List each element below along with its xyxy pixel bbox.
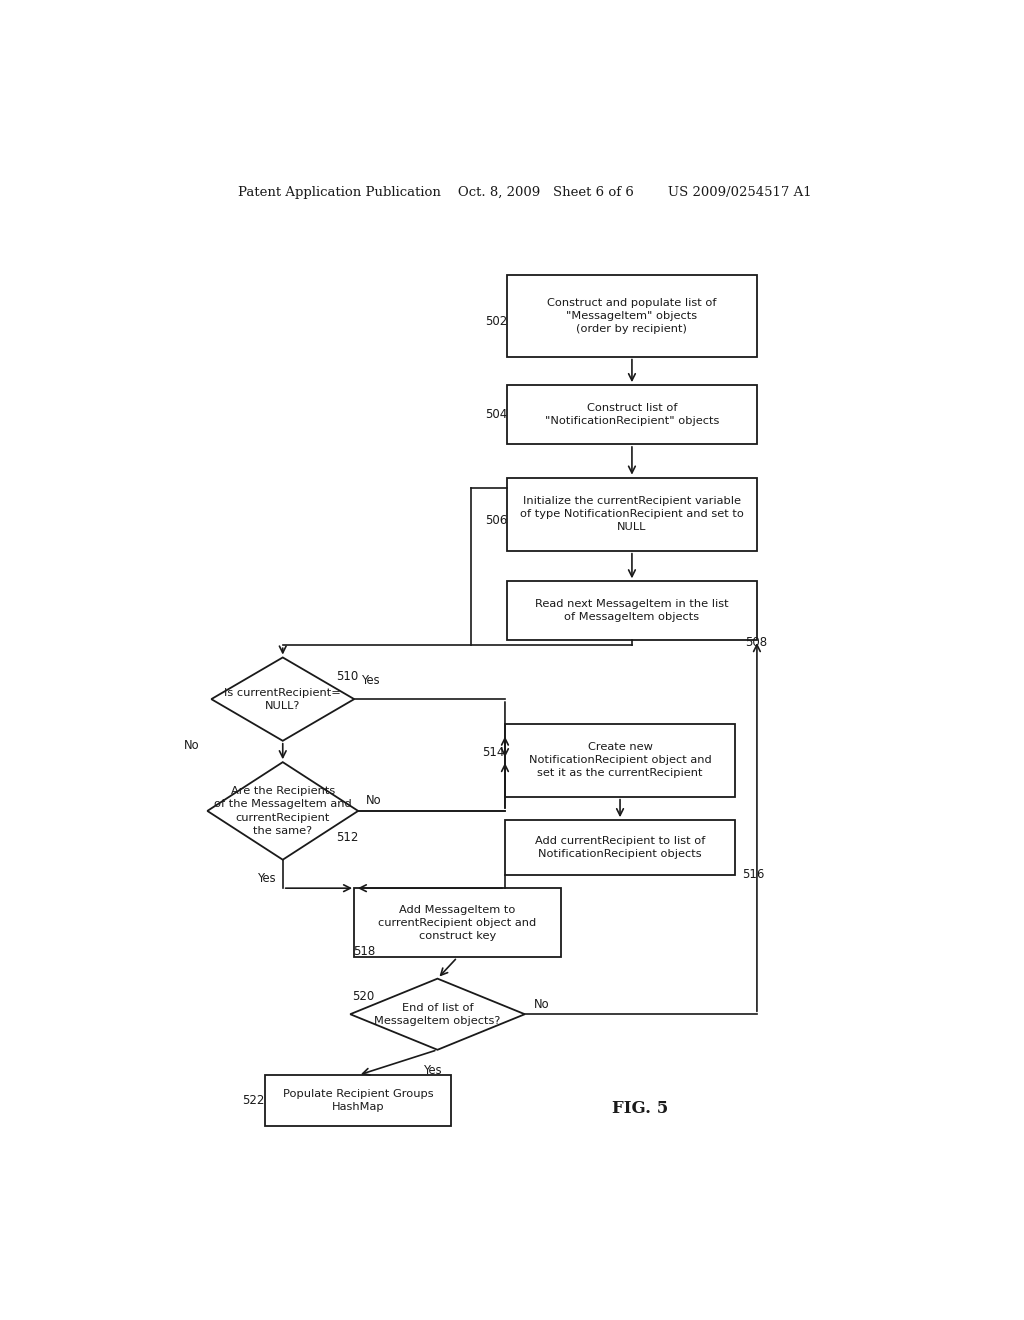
Text: 514: 514 [481,747,504,759]
Text: Construct and populate list of
"MessageItem" objects
(order by recipient): Construct and populate list of "MessageI… [547,298,717,334]
Bar [507,276,757,356]
Text: Yes: Yes [424,1064,442,1077]
Text: 518: 518 [353,945,376,958]
Text: Add currentRecipient to list of
NotificationRecipient objects: Add currentRecipient to list of Notifica… [535,836,706,859]
Polygon shape [211,657,354,741]
Text: 520: 520 [352,990,375,1003]
Text: Yes: Yes [362,675,381,688]
Text: No: No [535,998,550,1011]
Bar [507,385,757,444]
Text: Populate Recipient Groups
HashMap: Populate Recipient Groups HashMap [283,1089,433,1113]
Text: End of list of
MessageItem objects?: End of list of MessageItem objects? [375,1003,501,1026]
Polygon shape [207,762,358,859]
Text: Create new
NotificationRecipient object and
set it as the currentRecipient: Create new NotificationRecipient object … [528,742,712,779]
Text: Read next MessageItem in the list
of MessageItem objects: Read next MessageItem in the list of Mes… [536,599,729,622]
Bar [265,1076,452,1126]
Bar [505,723,735,797]
Text: No: No [183,739,200,752]
Text: 504: 504 [485,408,507,421]
Text: Patent Application Publication    Oct. 8, 2009   Sheet 6 of 6        US 2009/025: Patent Application Publication Oct. 8, 2… [238,186,812,199]
Text: Initialize the currentRecipient variable
of type NotificationRecipient and set t: Initialize the currentRecipient variable… [520,496,743,532]
Bar [507,581,757,640]
Bar [505,820,735,875]
Text: 510: 510 [336,671,358,684]
Text: Is currentRecipient=
NULL?: Is currentRecipient= NULL? [224,688,341,710]
Text: Yes: Yes [258,871,276,884]
Text: 508: 508 [745,636,768,648]
Text: 516: 516 [742,869,765,882]
Bar [507,478,757,550]
Text: 502: 502 [485,314,507,327]
Text: Are the Recipients
of the MessageItem and
currentRecipient
the same?: Are the Recipients of the MessageItem an… [214,787,351,836]
Bar [354,888,560,957]
Text: Construct list of
"NotificationRecipient" objects: Construct list of "NotificationRecipient… [545,403,719,426]
Text: No: No [367,795,382,808]
Text: FIG. 5: FIG. 5 [611,1101,668,1117]
Text: 522: 522 [242,1094,264,1107]
Text: 512: 512 [336,830,358,843]
Polygon shape [350,978,524,1049]
Text: 506: 506 [485,513,507,527]
Text: Add MessageItem to
currentRecipient object and
construct key: Add MessageItem to currentRecipient obje… [378,904,537,941]
